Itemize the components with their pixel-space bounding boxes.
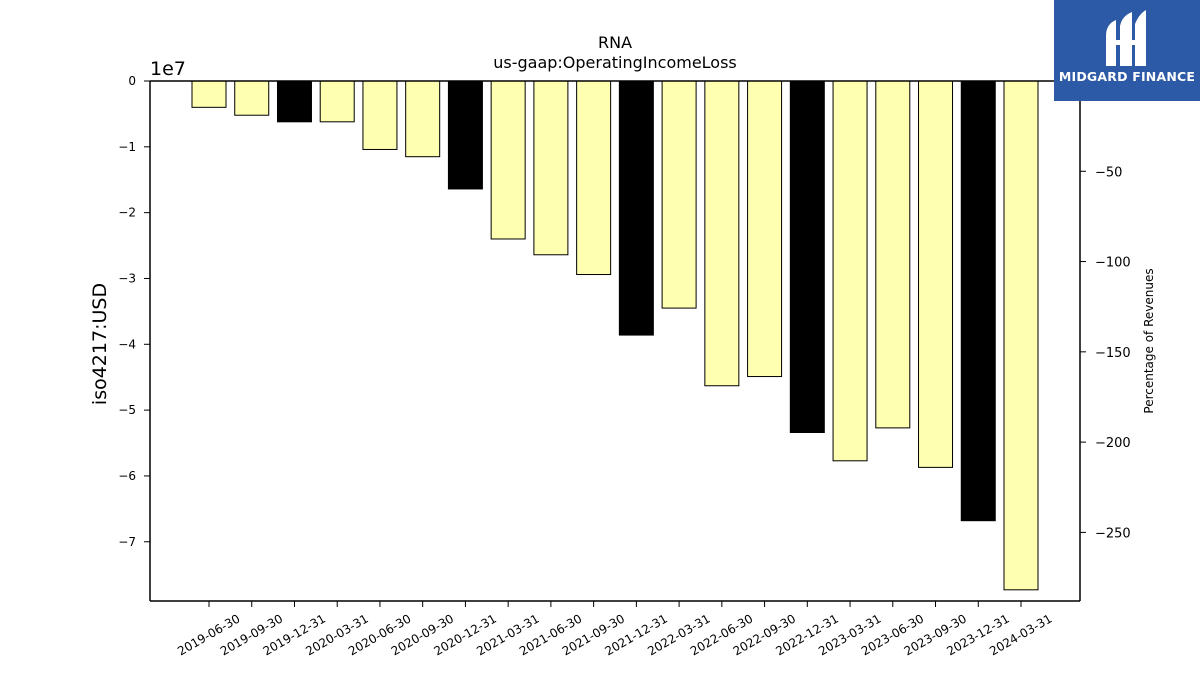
y-offset-label: 1e7 <box>150 58 186 80</box>
bar <box>405 80 441 158</box>
brand-logo: MIDGARD FINANCE <box>1054 0 1200 101</box>
bar <box>661 80 697 309</box>
bar <box>319 80 355 123</box>
bar <box>191 80 227 108</box>
y-tick-label: −7 <box>118 535 136 549</box>
bar <box>918 80 954 468</box>
y-tick-label: −1 <box>118 140 136 154</box>
bar <box>1003 80 1039 591</box>
bars-group <box>191 80 1039 591</box>
y-tick-label: −3 <box>118 271 136 285</box>
bar <box>234 80 270 116</box>
bar <box>533 80 569 256</box>
bar <box>276 80 312 123</box>
y-tick-label: −5 <box>118 403 136 417</box>
logo-mark-icon <box>1106 10 1146 66</box>
y2-tick-label: −100 <box>1095 256 1131 271</box>
bar <box>576 80 612 276</box>
chart-title: RNA <box>598 33 632 52</box>
bar <box>747 80 783 378</box>
y-tick-label: −2 <box>118 206 136 220</box>
bar <box>490 80 526 240</box>
bar <box>960 80 996 522</box>
y2-tick-label: −50 <box>1095 165 1122 180</box>
logo-text: MIDGARD FINANCE <box>1058 69 1196 84</box>
bar <box>875 80 911 429</box>
bar <box>704 80 740 387</box>
y2-axis-label: Percentage of Revenues <box>1142 268 1156 413</box>
y2-tick-label: −200 <box>1095 436 1131 451</box>
bar <box>447 80 483 190</box>
chart-subtitle: us-gaap:OperatingIncomeLoss <box>493 53 737 72</box>
y-tick-label: −4 <box>118 337 136 351</box>
y-axis-label: iso4217:USD <box>89 283 111 405</box>
bar <box>618 80 654 336</box>
bar <box>362 80 398 150</box>
bar <box>789 80 825 433</box>
y-tick-label: 0 <box>128 74 136 88</box>
bar <box>832 80 868 462</box>
y2-tick-label: −250 <box>1095 526 1131 541</box>
y2-tick-label: −150 <box>1095 346 1131 361</box>
y-tick-label: −6 <box>118 469 136 483</box>
